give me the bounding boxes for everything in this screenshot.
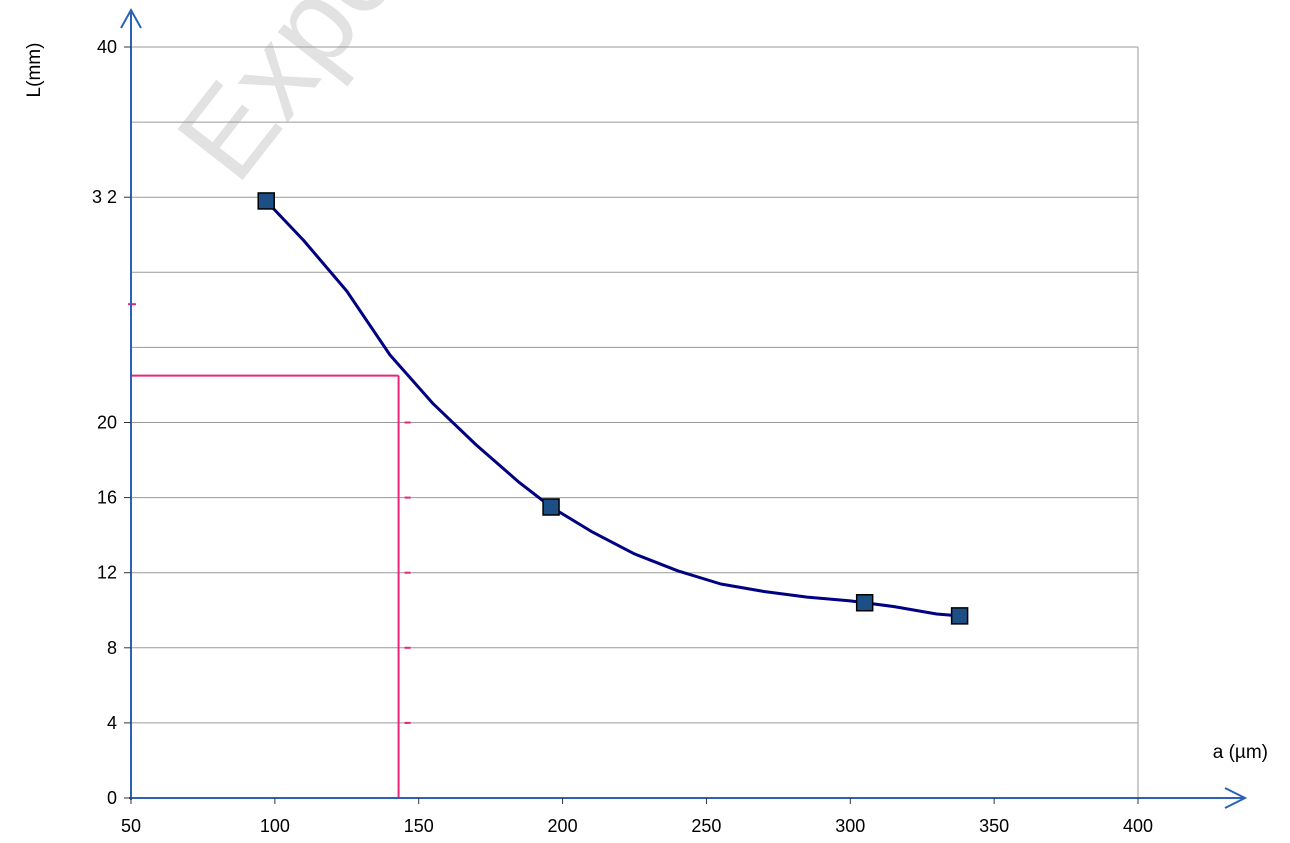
y-axis-label: L(mm) <box>24 43 45 98</box>
x-tick-label: 350 <box>979 816 1009 836</box>
y-tick-label: 40 <box>97 37 117 57</box>
y-tick-label: 3 2 <box>92 187 117 207</box>
x-tick-label: 100 <box>260 816 290 836</box>
x-tick-label: 300 <box>835 816 865 836</box>
y-tick-label: 4 <box>107 713 117 733</box>
x-tick-label: 200 <box>548 816 578 836</box>
x-tick-label: 150 <box>404 816 434 836</box>
y-axis-arrow <box>120 7 142 29</box>
data-point <box>855 593 874 612</box>
x-tick-label: 400 <box>1123 816 1153 836</box>
x-axis-arrow <box>1224 787 1248 809</box>
reference-lines <box>128 303 411 799</box>
y-tick-labels: 0 4 8 12 16 20 3 2 40 <box>92 37 117 808</box>
x-tick-labels: 50 100 150 200 250 300 350 400 <box>121 816 1153 836</box>
y-tick-label: 20 <box>97 413 117 433</box>
data-point <box>542 498 560 516</box>
series-group <box>257 192 969 625</box>
y-tick-label: 12 <box>97 563 117 583</box>
data-point <box>950 607 969 625</box>
y-tick-label: 8 <box>107 638 117 658</box>
series-line <box>265 199 960 618</box>
data-point <box>257 192 275 210</box>
x-axis-label: a (µm) <box>1213 742 1268 763</box>
y-tick-label: 16 <box>97 488 117 508</box>
x-tick-label: 50 <box>121 816 141 836</box>
axes <box>120 7 1248 809</box>
x-tick-label: 250 <box>691 816 721 836</box>
y-tick-label: 0 <box>107 788 117 808</box>
grid <box>131 46 1138 724</box>
